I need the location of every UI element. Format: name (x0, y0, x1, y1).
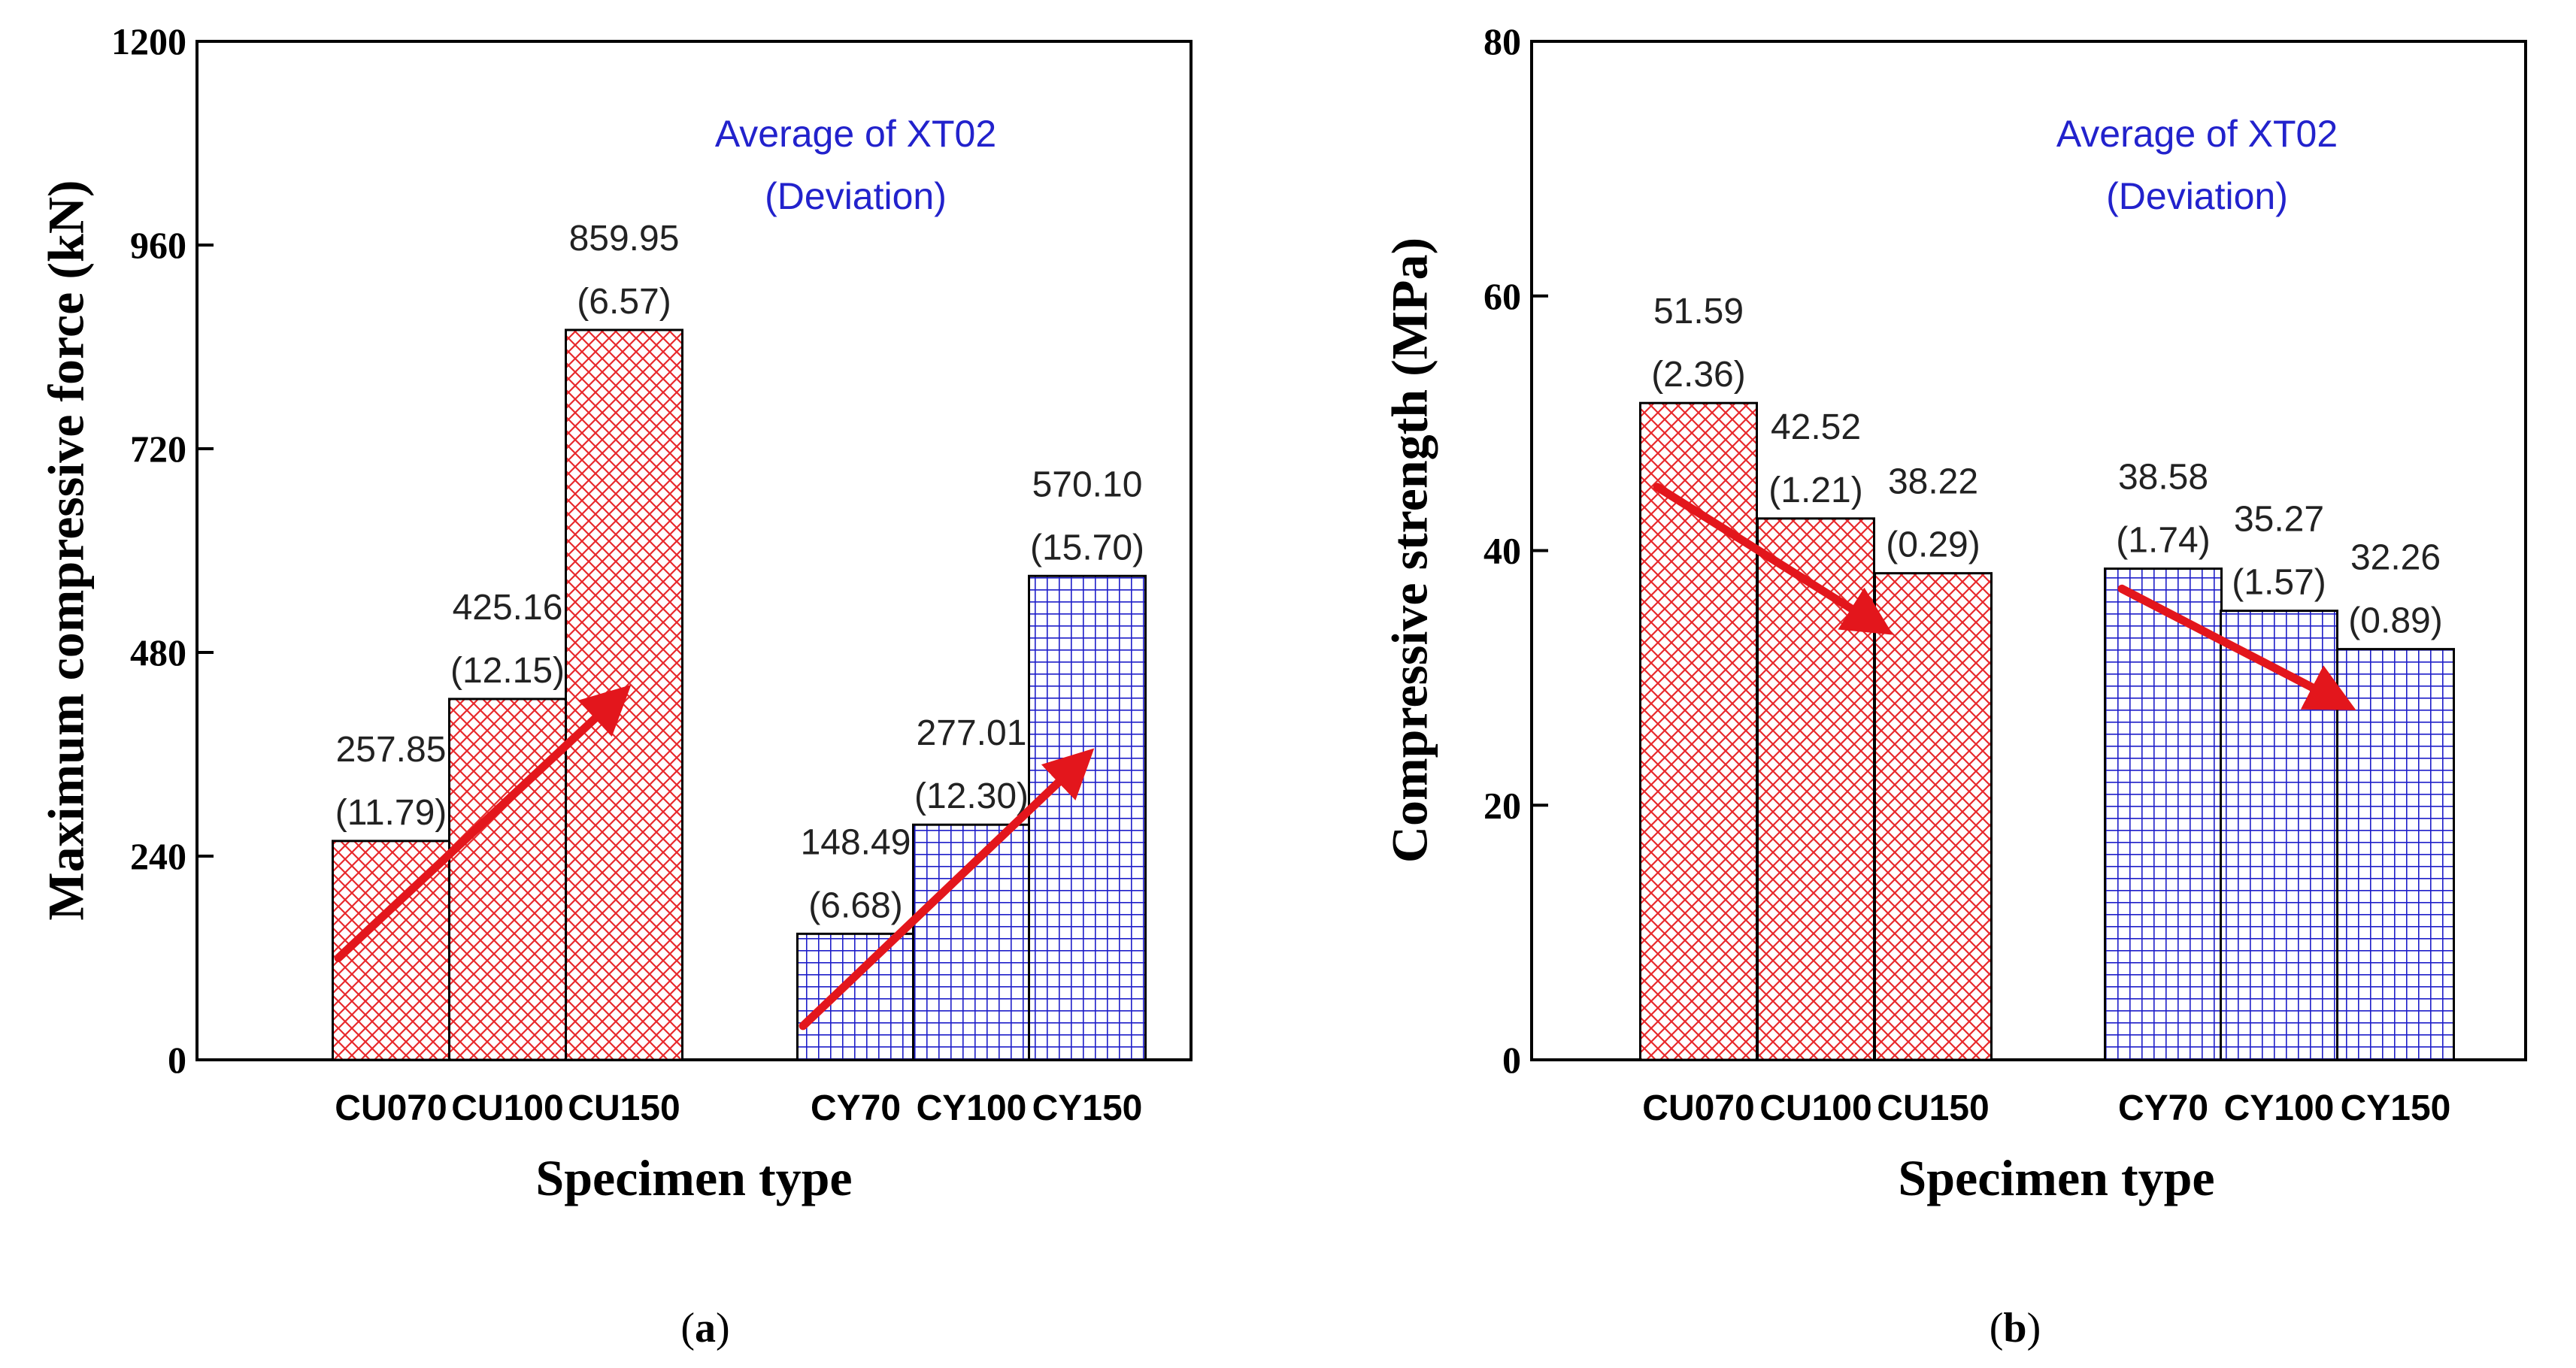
annotation-deviation: (Deviation) (2106, 175, 2288, 217)
bars (1639, 401, 2455, 1061)
y-tick-label: 20 (1483, 784, 1521, 826)
value-label: 277.01 (917, 713, 1027, 753)
annotation-deviation: (Deviation) (765, 175, 947, 217)
value-label: 425.16 (453, 588, 563, 628)
deviation-label: (2.36) (1651, 355, 1745, 395)
y-tick-label: 240 (130, 835, 186, 877)
trend-arrow-cy (799, 748, 1095, 1031)
deviation-label: (0.89) (2348, 601, 2442, 641)
x-tick-label: CY100 (917, 1088, 1027, 1128)
deviation-label: (15.70) (1030, 528, 1144, 567)
y-axis-label: Compressive strength (MPa) (1381, 238, 1438, 863)
bar-cy100 (2220, 610, 2338, 1061)
deviation-label: (12.30) (914, 776, 1029, 816)
y-tick-label: 960 (130, 224, 186, 266)
annotation-average: Average of XT02 (2056, 113, 2338, 155)
value-label: 148.49 (801, 822, 911, 862)
x-tick-label: CU150 (1877, 1088, 1989, 1128)
data-labels: 257.85 (11.79) 425.16 (12.15) 859.95 (6.57) 14… (335, 219, 1144, 925)
trend-arrow-cu (334, 684, 632, 962)
bar-cu070 (1639, 401, 1758, 1061)
y-tick-label: 1200 (111, 20, 186, 62)
value-label: 570.10 (1032, 465, 1143, 504)
annotation-average: Average of XT02 (715, 113, 996, 155)
y-tick-label: 0 (168, 1039, 186, 1081)
y-ticks: 0 20 40 60 80 (1483, 20, 1548, 1081)
y-tick-label: 480 (130, 631, 186, 673)
x-tick-label: CU070 (1642, 1088, 1754, 1128)
value-label: 38.58 (2118, 458, 2208, 498)
y-tick-label: 40 (1483, 530, 1521, 572)
trend-arrows (334, 684, 1095, 1031)
plot-frame (195, 40, 1193, 1061)
y-axis-label: Maximum compressive force (kN) (38, 180, 95, 920)
bar-cy150 (2336, 648, 2455, 1061)
x-ticks: CU070 CU100 CU150 CY70 CY100 CY150 (335, 1088, 1142, 1128)
chart-panel-a: Maximum compressive force (kN) Specimen … (38, 20, 1193, 1351)
trend-arrows (1653, 483, 2356, 710)
deviation-label: (1.21) (1768, 471, 1862, 510)
bar-cy70 (796, 932, 915, 1061)
trend-arrow-cy (2117, 584, 2356, 710)
trend-arrow-cu (1653, 483, 1893, 635)
value-label: 51.59 (1653, 292, 1744, 331)
value-label: 38.22 (1888, 462, 1978, 502)
bar-cu150 (1874, 572, 1993, 1061)
deviation-label: (12.15) (450, 651, 565, 691)
bar-cu100 (1756, 517, 1875, 1061)
value-label: 859.95 (569, 219, 680, 259)
deviation-label: (0.29) (1886, 525, 1980, 565)
y-ticks: 0 240 480 720 960 1200 (111, 20, 214, 1081)
x-tick-label: CY150 (1032, 1088, 1143, 1128)
bars (332, 328, 1147, 1061)
y-tick-label: 60 (1483, 275, 1521, 317)
x-tick-label: CU070 (335, 1088, 447, 1128)
chart-panel-b: Compressive strength (MPa) Specimen type… (1381, 20, 2527, 1351)
x-tick-label: CY70 (2118, 1088, 2208, 1128)
bar-cu100 (448, 698, 567, 1061)
panel-label-a: (a) (680, 1305, 729, 1351)
deviation-label: (6.68) (808, 885, 902, 925)
x-tick-label: CU100 (1759, 1088, 1871, 1128)
x-tick-label: CY70 (811, 1088, 901, 1128)
x-axis-label: Specimen type (535, 1149, 852, 1206)
x-ticks: CU070 CU100 CU150 CY70 CY100 CY150 (1642, 1088, 2450, 1128)
value-label: 32.26 (2350, 538, 2441, 578)
y-tick-label: 0 (1502, 1039, 1521, 1081)
y-tick-label: 720 (130, 428, 186, 470)
data-labels: 51.59 (2.36) 42.52 (1.21) 38.22 (0.29) 38.58 (1… (1651, 292, 2442, 640)
deviation-label: (6.57) (577, 282, 671, 322)
deviation-label: (1.74) (2116, 521, 2210, 561)
bar-cy70 (2104, 567, 2223, 1061)
value-label: 35.27 (2234, 500, 2324, 540)
panel-label-b: (b) (1990, 1305, 2041, 1351)
x-axis-label: Specimen type (1898, 1149, 2214, 1206)
x-tick-label: CU150 (568, 1088, 680, 1128)
y-tick-label: 80 (1483, 20, 1521, 62)
value-label: 257.85 (336, 730, 447, 770)
x-tick-label: CU100 (451, 1088, 563, 1128)
value-label: 42.52 (1771, 407, 1861, 447)
deviation-label: (11.79) (335, 793, 447, 833)
x-tick-label: CY150 (2341, 1088, 2451, 1128)
x-tick-label: CY100 (2224, 1088, 2335, 1128)
deviation-label: (1.57) (2232, 563, 2326, 603)
bar-cy150 (1028, 574, 1147, 1061)
